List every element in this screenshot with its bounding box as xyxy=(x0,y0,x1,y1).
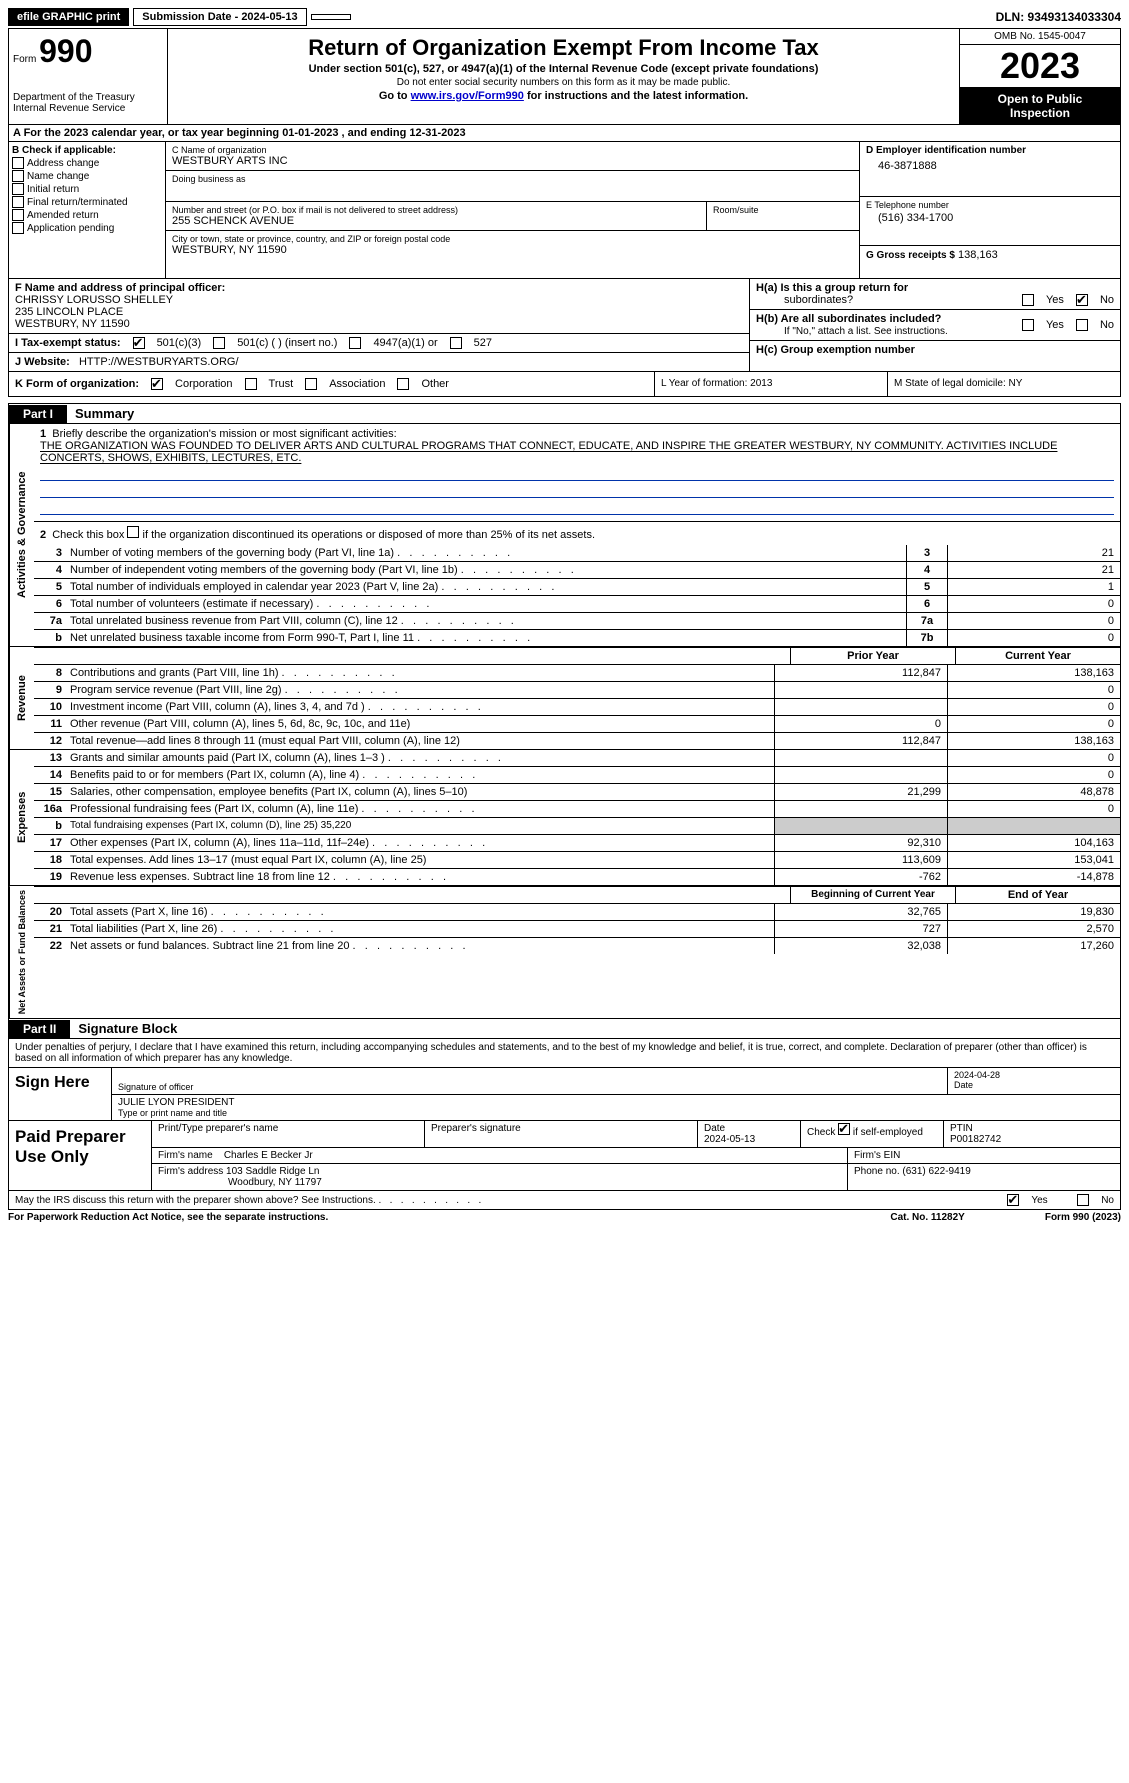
signature-section: Under penalties of perjury, I declare th… xyxy=(8,1039,1121,1121)
open-inspection: Open to PublicInspection xyxy=(960,88,1120,124)
state-domicile: M State of legal domicile: NY xyxy=(888,372,1120,396)
section-klm: K Form of organization: Corporation Trus… xyxy=(8,372,1121,397)
sec-f: F Name and address of principal officer:… xyxy=(9,279,749,334)
part2-header: Part II Signature Block xyxy=(8,1019,1121,1039)
paid-preparer-section: Paid Preparer Use Only Print/Type prepar… xyxy=(8,1121,1121,1191)
chk-527[interactable] xyxy=(450,337,462,349)
chk-4947[interactable] xyxy=(349,337,361,349)
summary-netassets: Net Assets or Fund Balances Beginning of… xyxy=(8,886,1121,1019)
chk-ha-yes[interactable] xyxy=(1022,294,1034,306)
form-title: Return of Organization Exempt From Incom… xyxy=(176,35,951,61)
chk-501c[interactable] xyxy=(213,337,225,349)
col-b-checkboxes: B Check if applicable: Address change Na… xyxy=(9,142,166,278)
sec-j: J Website: HTTP://WESTBURYARTS.ORG/ xyxy=(9,353,749,371)
chk-trust[interactable] xyxy=(245,378,257,390)
form-subtitle: Under section 501(c), 527, or 4947(a)(1)… xyxy=(176,63,951,75)
chk-501c3[interactable] xyxy=(133,337,145,349)
chk-discuss-yes[interactable] xyxy=(1007,1194,1019,1206)
summary-revenue: Revenue Prior YearCurrent Year 8Contribu… xyxy=(8,647,1121,750)
chk-app-pending[interactable] xyxy=(12,222,24,234)
chk-discontinued[interactable] xyxy=(127,526,139,538)
irs-label: Internal Revenue Service xyxy=(13,103,163,114)
tel-value: (516) 334-1700 xyxy=(866,210,1114,226)
gross-label: G Gross receipts $ xyxy=(866,250,955,261)
form-header: Form 990 Department of the Treasury Inte… xyxy=(8,28,1121,125)
org-name: WESTBURY ARTS INC xyxy=(172,155,853,167)
irs-link[interactable]: www.irs.gov/Form990 xyxy=(411,90,524,102)
footer: For Paperwork Reduction Act Notice, see … xyxy=(8,1210,1121,1225)
website-url: HTTP://WESTBURYARTS.ORG/ xyxy=(79,356,239,368)
summary-ag: Activities & Governance 1 Briefly descri… xyxy=(8,424,1121,647)
chk-final-return[interactable] xyxy=(12,196,24,208)
org-city: WESTBURY, NY 11590 xyxy=(172,244,853,256)
org-name-label: C Name of organization xyxy=(172,145,853,155)
chk-other[interactable] xyxy=(397,378,409,390)
submission-date-button[interactable]: Submission Date - 2024-05-13 xyxy=(133,8,306,26)
chk-assoc[interactable] xyxy=(305,378,317,390)
tel-label: E Telephone number xyxy=(866,200,1114,210)
dept-treasury: Department of the Treasury xyxy=(13,92,163,103)
year-formation: L Year of formation: 2013 xyxy=(655,372,888,396)
top-toolbar: efile GRAPHIC print Submission Date - 20… xyxy=(8,8,1121,26)
chk-hb-yes[interactable] xyxy=(1022,319,1034,331)
mission-text: THE ORGANIZATION WAS FOUNDED TO DELIVER … xyxy=(40,440,1057,464)
sec-i: I Tax-exempt status: 501(c)(3) 501(c) ( … xyxy=(9,334,749,353)
chk-amended[interactable] xyxy=(12,209,24,221)
chk-ha-no[interactable] xyxy=(1076,294,1088,306)
org-address: 255 SCHENCK AVENUE xyxy=(172,215,700,227)
chk-address-change[interactable] xyxy=(12,157,24,169)
side-revenue: Revenue xyxy=(9,647,34,749)
chk-corp[interactable] xyxy=(151,378,163,390)
part1-header: Part I Summary xyxy=(8,403,1121,424)
row-a-period: A For the 2023 calendar year, or tax yea… xyxy=(8,125,1121,142)
ein-label: D Employer identification number xyxy=(866,145,1114,156)
paid-preparer-label: Paid Preparer Use Only xyxy=(9,1121,152,1190)
blank-button[interactable] xyxy=(311,14,351,20)
dln-text: DLN: 93493134033304 xyxy=(996,10,1121,24)
form-word: Form xyxy=(13,54,36,65)
section-bcd: B Check if applicable: Address change Na… xyxy=(8,142,1121,279)
side-expenses: Expenses xyxy=(9,750,34,885)
tax-year: 2023 xyxy=(960,45,1120,88)
sign-here-label: Sign Here xyxy=(9,1068,112,1120)
summary-expenses: Expenses 13Grants and similar amounts pa… xyxy=(8,750,1121,886)
side-netassets: Net Assets or Fund Balances xyxy=(9,886,34,1018)
form-number: 990 xyxy=(39,33,92,69)
section-fh: F Name and address of principal officer:… xyxy=(8,279,1121,372)
ein-value: 46-3871888 xyxy=(866,156,1114,176)
room-label: Room/suite xyxy=(713,205,853,215)
chk-initial-return[interactable] xyxy=(12,183,24,195)
chk-hb-no[interactable] xyxy=(1076,319,1088,331)
addr-label: Number and street (or P.O. box if mail i… xyxy=(172,205,700,215)
chk-self-employed[interactable] xyxy=(838,1123,850,1135)
ssn-note: Do not enter social security numbers on … xyxy=(176,77,951,88)
dba-label: Doing business as xyxy=(172,174,853,184)
perjury-declaration: Under penalties of perjury, I declare th… xyxy=(9,1039,1120,1068)
chk-name-change[interactable] xyxy=(12,170,24,182)
side-ag: Activities & Governance xyxy=(9,424,34,646)
chk-discuss-no[interactable] xyxy=(1077,1194,1089,1206)
gross-value: 138,163 xyxy=(958,249,998,261)
omb-number: OMB No. 1545-0047 xyxy=(960,29,1120,45)
discuss-row: May the IRS discuss this return with the… xyxy=(8,1191,1121,1210)
goto-line: Go to www.irs.gov/Form990 for instructio… xyxy=(176,90,951,102)
efile-print-button[interactable]: efile GRAPHIC print xyxy=(8,8,129,26)
city-label: City or town, state or province, country… xyxy=(172,234,853,244)
